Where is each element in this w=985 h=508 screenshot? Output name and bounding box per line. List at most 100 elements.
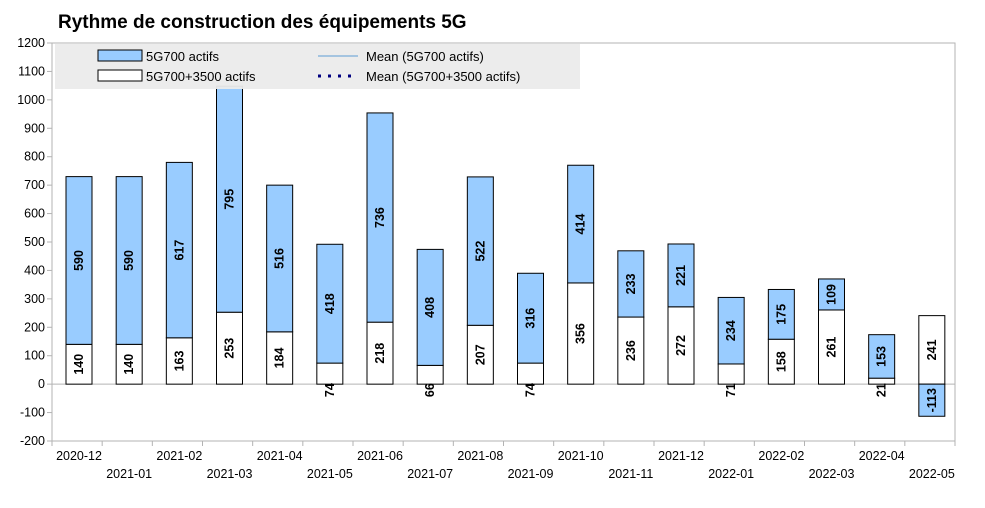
bar-5g700 <box>316 243 344 364</box>
bar-5g700 <box>868 334 896 379</box>
bar-5g700-3500 <box>517 362 544 385</box>
bar-5g700-3500 <box>366 321 394 385</box>
bar-5g700 <box>216 85 243 313</box>
bar-5g700 <box>667 243 695 308</box>
bar-5g700 <box>517 272 544 364</box>
bar-5g700 <box>567 164 595 284</box>
legend-swatch-5g700 <box>97 49 143 62</box>
x-tick-label: 2021-03 <box>207 467 253 481</box>
x-tick-label: 2020-12 <box>56 449 102 463</box>
chart-title: Rythme de construction des équipements 5… <box>58 12 467 33</box>
bar-5g700 <box>717 296 745 365</box>
x-tick-label: 2021-09 <box>508 467 554 481</box>
y-tick-label: 700 <box>24 178 45 192</box>
bar-5g700 <box>165 161 193 339</box>
bar-5g700 <box>767 288 795 340</box>
data-label-5g700-3500: 253 <box>223 338 237 359</box>
bar-5g700 <box>818 278 845 311</box>
bar-5g700 <box>918 383 946 417</box>
data-label-5g700: 795 <box>223 189 237 210</box>
x-tick-label: 2022-03 <box>809 467 855 481</box>
legend-label: Mean (5G700 actifs) <box>366 49 484 64</box>
x-tick-label: 2022-04 <box>859 449 905 463</box>
bar-5g700-3500 <box>918 315 946 385</box>
data-label-5g700: 233 <box>624 273 638 294</box>
data-label-5g700-3500: 140 <box>72 354 86 375</box>
data-label-5g700: 736 <box>373 207 387 228</box>
legend-swatch-5g700-3500 <box>97 69 143 82</box>
bar-5g700-3500 <box>717 363 745 385</box>
x-tick-label: 2021-01 <box>106 467 152 481</box>
data-label-5g700-3500: 74 <box>524 383 538 397</box>
x-tick-label: 2021-02 <box>156 449 202 463</box>
bar-5g700 <box>115 176 143 345</box>
legend: 5G700 actifs 5G700+3500 actifs Mean (5G700… <box>55 44 580 89</box>
bars <box>65 85 946 417</box>
y-tick-label: 800 <box>24 150 45 164</box>
data-label-5g700: 316 <box>524 308 538 329</box>
y-tick-label: 1200 <box>17 36 45 50</box>
data-label-5g700: 590 <box>72 250 86 271</box>
data-label-5g700: 153 <box>875 346 889 367</box>
x-tick-label: 2021-10 <box>558 449 604 463</box>
bar-5g700 <box>466 176 494 326</box>
bar-5g700-3500 <box>818 309 845 385</box>
data-label-5g700-3500: 158 <box>774 351 788 372</box>
data-label-5g700-3500: 66 <box>423 383 437 397</box>
bar-5g700-3500 <box>165 337 193 385</box>
bar-5g700-3500 <box>567 282 595 385</box>
data-label-5g700-3500: 71 <box>724 383 738 397</box>
bar-5g700-3500 <box>316 362 344 385</box>
legend-label: 5G700 actifs <box>146 49 219 64</box>
bar-5g700-3500 <box>667 306 695 385</box>
x-tick-label: 2021-08 <box>457 449 503 463</box>
bar-5g700-3500 <box>416 364 444 385</box>
data-label-5g700-3500: 184 <box>273 348 287 369</box>
data-label-5g700: 175 <box>774 304 788 325</box>
data-label-5g700: 234 <box>724 320 738 341</box>
bar-5g700 <box>366 112 394 323</box>
data-label-5g700-3500: 21 <box>875 383 889 397</box>
data-label-5g700-3500: 207 <box>473 344 487 365</box>
data-label-5g700-3500: 218 <box>373 343 387 364</box>
bar-5g700 <box>65 176 93 345</box>
bar-5g700-3500 <box>115 343 143 385</box>
bar-5g700 <box>266 184 294 333</box>
data-label-5g700: -113 <box>925 388 939 412</box>
y-tick-label: 300 <box>24 292 45 306</box>
data-label-5g700: 109 <box>825 284 839 305</box>
y-tick-label: 1100 <box>18 64 45 78</box>
data-label-5g700-3500: 236 <box>624 340 638 361</box>
data-label-5g700: 221 <box>674 265 688 286</box>
y-tick-label: 600 <box>24 207 45 221</box>
axes: -200 -100 0 100 200 300 400 500 600 700 800 900 1000… <box>17 36 956 481</box>
x-tick-label: 2022-01 <box>708 467 754 481</box>
x-tick-label: 2021-12 <box>658 449 704 463</box>
data-label-5g700-3500: 241 <box>925 339 939 360</box>
x-tick-label: 2021-11 <box>608 467 653 481</box>
data-label-5g700-3500: 272 <box>674 335 688 356</box>
data-label-5g700-3500: 163 <box>172 350 186 371</box>
bar-5g700-3500 <box>216 311 243 385</box>
data-label-5g700: 590 <box>122 250 136 271</box>
y-tick-label: 0 <box>38 377 45 391</box>
bar-5g700-3500 <box>65 343 93 385</box>
y-tick-label: -100 <box>20 406 45 420</box>
data-label-5g700: 408 <box>423 297 437 318</box>
legend-label: 5G700+3500 actifs <box>146 69 256 84</box>
data-label-5g700: 522 <box>473 241 487 262</box>
legend-label: Mean (5G700+3500 actifs) <box>366 69 520 84</box>
y-tick-label: 100 <box>24 349 45 363</box>
y-tick-label: 400 <box>24 263 45 277</box>
x-tick-label: 2021-04 <box>257 449 303 463</box>
y-tick-label: 500 <box>24 235 45 249</box>
data-label-5g700-3500: 261 <box>825 337 839 358</box>
x-tick-label: 2021-05 <box>307 467 353 481</box>
data-label-5g700-3500: 356 <box>574 323 588 344</box>
data-labels: 140 590 140 590 163 617 253 795 184 516 74 418 218 73… <box>72 189 939 413</box>
y-tick-label: 200 <box>24 320 45 334</box>
x-tick-label: 2022-02 <box>758 449 804 463</box>
data-label-5g700: 617 <box>172 240 186 261</box>
y-tick-label: -200 <box>20 434 45 448</box>
